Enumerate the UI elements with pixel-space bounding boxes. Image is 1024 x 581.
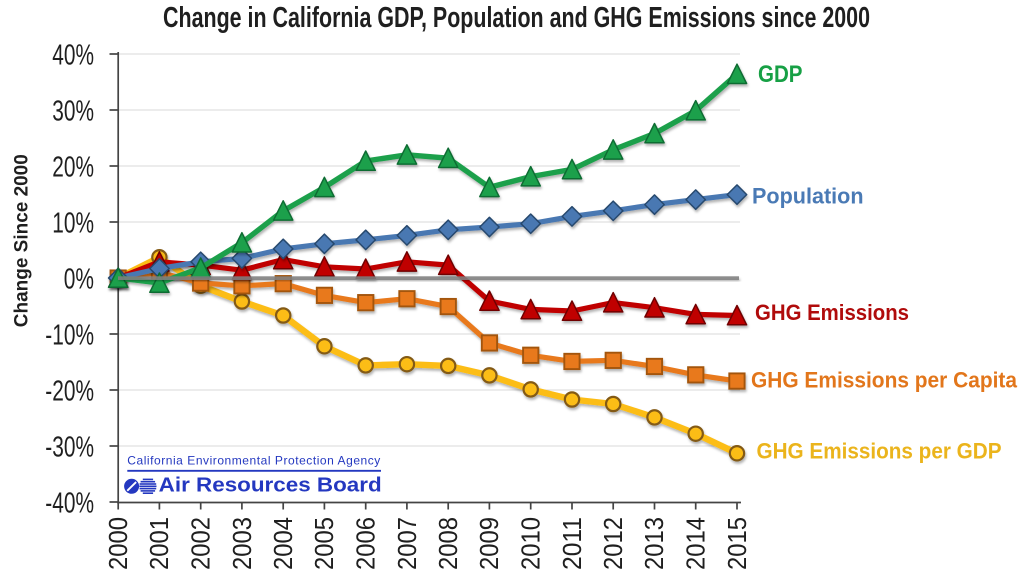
svg-text:-30%: -30% [45,432,94,464]
svg-text:30%: 30% [52,96,94,128]
svg-text:Change Since 2000: Change Since 2000 [11,154,33,327]
svg-text:2013: 2013 [641,517,669,570]
svg-text:GHG Emissions: GHG Emissions [755,300,909,325]
svg-text:20%: 20% [52,152,94,184]
svg-text:2010: 2010 [518,517,546,570]
svg-text:2006: 2006 [353,517,381,570]
svg-text:2003: 2003 [229,517,257,570]
svg-text:-40%: -40% [45,488,94,520]
svg-text:2000: 2000 [105,517,133,570]
svg-text:GHG Emissions per Capita: GHG Emissions per Capita [751,368,1018,393]
svg-text:Population: Population [752,184,864,209]
svg-text:GHG Emissions per GDP: GHG Emissions per GDP [757,439,1002,464]
svg-text:GDP: GDP [758,61,803,88]
svg-text:2015: 2015 [724,517,752,570]
svg-text:2002: 2002 [188,517,216,570]
svg-text:40%: 40% [52,40,94,72]
svg-text:-10%: -10% [45,320,94,352]
svg-text:-20%: -20% [45,376,94,408]
svg-text:2001: 2001 [146,517,174,570]
svg-text:2005: 2005 [311,517,339,570]
svg-text:2008: 2008 [435,517,463,570]
svg-text:10%: 10% [52,208,94,240]
svg-text:Air Resources Board: Air Resources Board [159,474,382,496]
svg-text:2009: 2009 [476,517,504,570]
svg-text:2007: 2007 [394,517,422,570]
svg-text:2014: 2014 [683,517,711,570]
svg-text:0%: 0% [64,264,94,296]
svg-text:2004: 2004 [270,517,298,570]
svg-text:California Environmental Prote: California Environmental Protection Agen… [127,453,380,467]
svg-text:2012: 2012 [600,517,628,570]
svg-text:Change in California GDP, Popu: Change in California GDP, Population and… [163,2,870,34]
svg-text:2011: 2011 [559,517,587,570]
